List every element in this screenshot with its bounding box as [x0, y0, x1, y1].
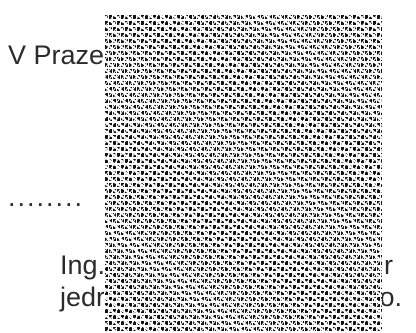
place-date-text: V Praze — [8, 40, 105, 70]
signature-dotted-line: ........ — [8, 182, 85, 212]
signer-name-text: Ing. — [60, 250, 106, 280]
signer-name-suffix: r — [384, 250, 393, 280]
redaction-noise-block — [104, 13, 382, 333]
signer-role-text: jedr — [60, 282, 106, 312]
